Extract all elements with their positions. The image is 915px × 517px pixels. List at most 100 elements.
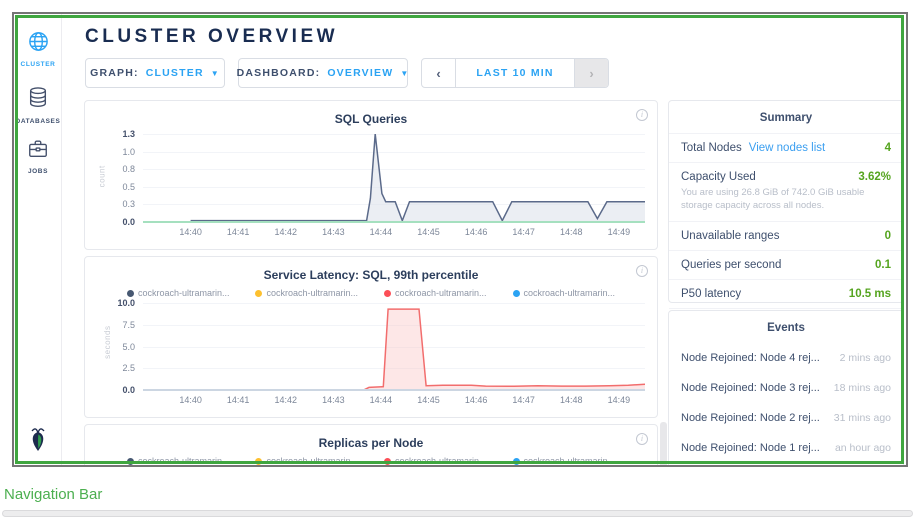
- time-prev-button[interactable]: ‹: [422, 59, 456, 87]
- sql-queries-chart: SQL Queries i count 1.31.00.80.50.30.014…: [84, 100, 658, 250]
- summary-title: Summary: [669, 101, 903, 133]
- y-axis-tick: 1.0: [122, 147, 135, 157]
- time-range-selector: ‹ LAST 10 MIN ›: [421, 58, 609, 88]
- summary-row: Queries per second 0.1: [669, 250, 903, 279]
- legend-label: cockroach-ultramarin...: [395, 288, 487, 298]
- legend-item[interactable]: cockroach-ultramarin...: [127, 456, 230, 466]
- legend-label: cockroach-ultramarin...: [395, 456, 487, 466]
- graph-dropdown[interactable]: GRAPH: CLUSTER ▼: [85, 58, 225, 88]
- legend-item[interactable]: cockroach-ultramarin...: [384, 288, 487, 298]
- info-icon[interactable]: i: [636, 433, 648, 445]
- legend-dot-icon: [384, 458, 391, 465]
- summary-row-value: 0: [885, 230, 891, 242]
- legend-dot-icon: [384, 290, 391, 297]
- sidebar-item-databases[interactable]: DATABASES: [14, 86, 62, 125]
- x-axis-tick: 14:46: [465, 395, 488, 405]
- chart-legend: cockroach-ultramarin... cockroach-ultrama…: [85, 456, 657, 466]
- admin-ui-window: CLUSTER DATABASES: [12, 12, 908, 467]
- legend-label: cockroach-ultramarin...: [138, 288, 230, 298]
- chart-plot-area: seconds 10.07.55.02.50.014:4014:4114:421…: [143, 303, 645, 390]
- x-axis-tick: 14:48: [560, 227, 583, 237]
- capacity-note: You are using 26.8 GiB of 742.0 GiB usab…: [681, 186, 891, 213]
- x-axis-tick: 14:47: [512, 395, 535, 405]
- event-text: Node Rejoined: Node 3 rej...: [681, 382, 820, 394]
- scrollbar-thumb[interactable]: [660, 422, 667, 467]
- x-axis-tick: 14:49: [608, 227, 631, 237]
- x-axis-tick: 14:49: [608, 395, 631, 405]
- chart-series: [143, 134, 645, 222]
- event-row[interactable]: Node Rejoined: Node 4 rej... an hour ago: [669, 463, 903, 467]
- event-text: Node Rejoined: Node 2 rej...: [681, 412, 820, 424]
- event-row[interactable]: Node Rejoined: Node 1 rej... an hour ago: [669, 433, 903, 463]
- x-axis-tick: 14:46: [465, 227, 488, 237]
- summary-row-label: Capacity Used: [681, 171, 756, 183]
- info-icon[interactable]: i: [636, 265, 648, 277]
- legend-dot-icon: [127, 290, 134, 297]
- y-axis-unit: seconds: [103, 325, 112, 358]
- view-nodes-link[interactable]: View nodes list: [749, 142, 826, 154]
- chevron-down-icon: ▼: [400, 69, 409, 78]
- event-text: Node Rejoined: Node 1 rej...: [681, 442, 820, 454]
- x-axis-tick: 14:45: [417, 227, 440, 237]
- chart-title: Replicas per Node: [319, 436, 424, 450]
- y-axis-tick: 0.5: [122, 182, 135, 192]
- legend-item[interactable]: cockroach-ultramarin...: [255, 456, 358, 466]
- event-text: Node Rejoined: Node 4 rej...: [681, 352, 820, 364]
- y-axis-tick: 0.3: [122, 199, 135, 209]
- event-row[interactable]: Node Rejoined: Node 2 rej... 31 mins ago: [669, 403, 903, 433]
- summary-row-label: P50 latency: [681, 288, 741, 300]
- legend-item[interactable]: cockroach-ultramarin...: [513, 456, 616, 466]
- event-time: 18 mins ago: [834, 382, 891, 394]
- x-axis-line: [143, 389, 645, 391]
- navigation-bar: CLUSTER DATABASES: [14, 14, 62, 465]
- annotation-navigation-bar: Navigation Bar: [4, 486, 102, 503]
- x-axis-tick: 14:43: [322, 395, 345, 405]
- legend-dot-icon: [255, 458, 262, 465]
- summary-row-value: 3.62%: [858, 171, 891, 183]
- page-bottom-strip: [2, 510, 913, 517]
- summary-row: P50 latency 10.5 ms: [669, 279, 903, 308]
- legend-label: cockroach-ultramarin...: [138, 456, 230, 466]
- legend-label: cockroach-ultramarin...: [266, 456, 358, 466]
- events-panel: Events Node Rejoined: Node 4 rej... 2 mi…: [668, 310, 904, 467]
- legend-dot-icon: [513, 458, 520, 465]
- x-axis-tick: 14:40: [179, 227, 202, 237]
- y-axis-tick: 7.5: [122, 320, 135, 330]
- legend-item[interactable]: cockroach-ultramarin...: [127, 288, 230, 298]
- graph-dropdown-label: GRAPH:: [90, 67, 139, 79]
- event-row[interactable]: Node Rejoined: Node 4 rej... 2 mins ago: [669, 343, 903, 373]
- y-axis-tick: 2.5: [122, 363, 135, 373]
- events-title: Events: [669, 311, 903, 343]
- sidebar-item-cluster[interactable]: CLUSTER: [14, 30, 62, 68]
- chart-title: SQL Queries: [335, 112, 407, 126]
- chart-title: Service Latency: SQL, 99th percentile: [264, 268, 479, 282]
- time-range-label[interactable]: LAST 10 MIN: [456, 59, 574, 87]
- legend-item[interactable]: cockroach-ultramarin...: [255, 288, 358, 298]
- y-axis-tick: 0.0: [122, 217, 135, 227]
- chart-plot-area: count 1.31.00.80.50.30.014:4014:4114:421…: [143, 134, 645, 222]
- chart-series: [143, 303, 645, 390]
- legend-dot-icon: [255, 290, 262, 297]
- y-axis-tick: 1.3: [122, 129, 135, 139]
- x-axis-tick: 14:45: [417, 395, 440, 405]
- summary-row-value: 0.1: [875, 259, 891, 271]
- event-time: 31 mins ago: [834, 412, 891, 424]
- sidebar-item-jobs[interactable]: JOBS: [14, 138, 62, 175]
- page-title: CLUSTER OVERVIEW: [85, 26, 338, 48]
- legend-item[interactable]: cockroach-ultramarin...: [513, 288, 616, 298]
- legend-dot-icon: [513, 290, 520, 297]
- event-row[interactable]: Node Rejoined: Node 3 rej... 18 mins ago: [669, 373, 903, 403]
- legend-item[interactable]: cockroach-ultramarin...: [384, 456, 487, 466]
- cockroachdb-logo[interactable]: [14, 425, 62, 457]
- replicas-per-node-chart: Replicas per Node i cockroach-ultramarin…: [84, 424, 658, 467]
- dashboard-dropdown[interactable]: DASHBOARD: OVERVIEW ▼: [238, 58, 408, 88]
- info-icon[interactable]: i: [636, 109, 648, 121]
- legend-label: cockroach-ultramarin...: [524, 456, 616, 466]
- chevron-down-icon: ▼: [211, 69, 220, 78]
- summary-row-label: Queries per second: [681, 259, 781, 271]
- legend-label: cockroach-ultramarin...: [524, 288, 616, 298]
- graph-dropdown-value: CLUSTER: [146, 67, 204, 79]
- x-axis-tick: 14:42: [274, 227, 297, 237]
- summary-row: Total Nodes View nodes list 4: [669, 133, 903, 162]
- time-next-button[interactable]: ›: [574, 59, 608, 87]
